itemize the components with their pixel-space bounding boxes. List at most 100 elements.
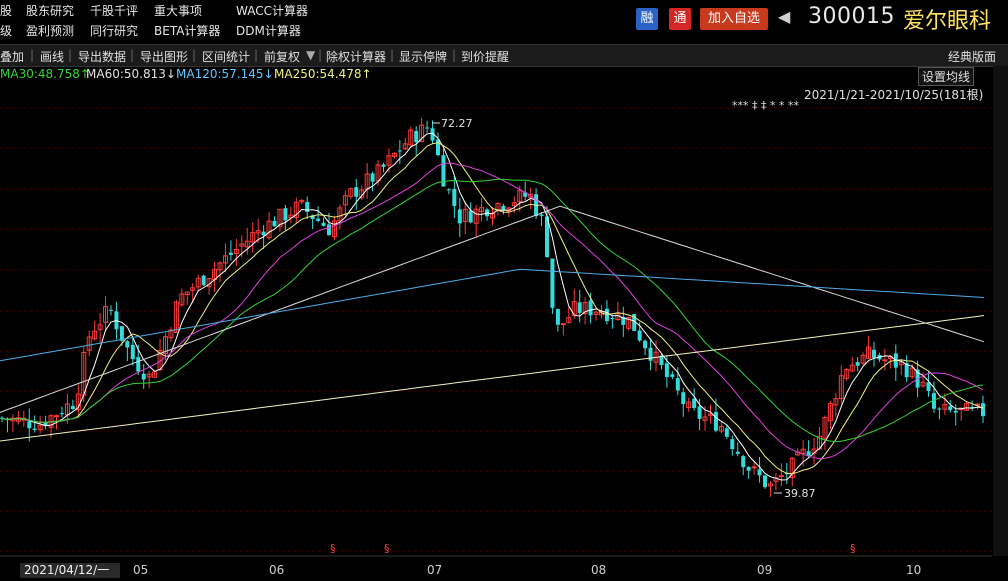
candle-up (337, 207, 343, 222)
candle-down (261, 231, 266, 236)
connect-badge[interactable]: 通 (669, 8, 691, 30)
candle-down (0, 417, 4, 419)
candle-down (545, 216, 549, 258)
back-arrow-icon[interactable]: ◀ (778, 7, 791, 26)
candle-down (327, 224, 331, 236)
candle-up (179, 293, 185, 306)
ma120-label: MA120:57.145↓ (176, 67, 274, 81)
nav-item-reviews[interactable]: 千股千评 (90, 4, 139, 18)
margin-badge[interactable]: 融 (636, 8, 658, 30)
candle-up (15, 417, 21, 422)
candle-up (593, 311, 599, 315)
nav-item-events[interactable]: 重大事项 (154, 4, 203, 18)
candle-up (473, 208, 479, 224)
candle-up (37, 424, 43, 431)
candle-up (103, 306, 109, 323)
candle-down (697, 406, 702, 419)
overlay-button[interactable]: 叠加 (0, 50, 25, 64)
candle-up (86, 336, 92, 351)
candle-down (763, 475, 767, 488)
candle-up (92, 330, 98, 340)
candle-up (849, 364, 855, 372)
nav-item-shareholder[interactable]: 股东研究 (26, 4, 75, 18)
candle-down (632, 314, 637, 331)
candle-down (948, 406, 953, 411)
forward-adjust-button[interactable]: 前复权 (264, 50, 301, 64)
add-watchlist-button[interactable]: 加入自选 (700, 8, 768, 30)
candle-down (643, 340, 648, 349)
candle-up (342, 195, 348, 206)
price-alert-button[interactable]: 到价提醒 (461, 50, 510, 64)
candle-down (604, 308, 609, 322)
candle-down (664, 363, 669, 377)
candle-up (942, 404, 948, 410)
candle-up (233, 249, 239, 255)
candle-down (855, 362, 860, 366)
show-suspension-button[interactable]: 显示停牌 (399, 50, 448, 64)
candle-down (735, 451, 740, 454)
ex-rights-calc-button[interactable]: 除权计算器 (326, 50, 387, 64)
candle-up (173, 301, 179, 334)
candle-up (255, 230, 261, 234)
candle-up (866, 346, 872, 359)
right-scrollbar[interactable] (993, 66, 1008, 556)
candle-down (136, 357, 141, 372)
month-label: 05 (133, 563, 149, 577)
candle-up (244, 240, 250, 248)
export-data-button[interactable]: 导出数据 (78, 50, 127, 64)
candle-up (277, 208, 283, 227)
candle-up (833, 398, 839, 406)
candle-down (648, 347, 653, 361)
candle-down (730, 439, 735, 450)
candle-up (778, 475, 784, 478)
candle-down (70, 405, 75, 409)
candle-up (479, 207, 485, 213)
candle-down (937, 408, 942, 410)
candle-up (882, 359, 888, 362)
candle-up (195, 277, 201, 288)
candle-down (713, 412, 718, 431)
ma30-label: MA30:48.758↑ (0, 67, 90, 81)
candle-up (250, 232, 256, 243)
chevron-down-icon[interactable]: ▼ (306, 48, 316, 62)
month-label: 07 (427, 563, 443, 577)
candle-down (724, 428, 729, 437)
candle-up (920, 381, 926, 387)
ma10-line (1, 142, 984, 475)
candle-up (184, 291, 190, 296)
nav-item-peers[interactable]: 同行研究 (90, 24, 139, 38)
candle-down (670, 374, 675, 377)
ma20-line (1, 162, 984, 460)
candle-up (909, 367, 915, 378)
candle-down (370, 173, 375, 182)
stock-name: 爱尔眼科 (903, 9, 992, 34)
nav-item[interactable]: 股 (0, 4, 13, 18)
candle-up (239, 243, 245, 247)
stock-code: 300015 (808, 4, 895, 29)
nav-item-ddm[interactable]: DDM计算器 (236, 24, 301, 38)
range-stats-button[interactable]: 区间统计 (202, 50, 251, 64)
candle-down (125, 341, 130, 348)
export-image-button[interactable]: 导出图形 (140, 50, 189, 64)
set-ma-button[interactable]: 设置均线 (918, 67, 975, 86)
candle-up (964, 403, 970, 411)
candle-down (436, 139, 440, 156)
candle-down (32, 428, 37, 430)
nav-item-wacc[interactable]: WACC计算器 (236, 4, 308, 18)
candle-down (425, 127, 430, 129)
candle-up (163, 336, 168, 355)
nav-item[interactable]: 级 (0, 24, 13, 38)
event-markers[interactable]: *** ‡ ‡ * * ** (732, 99, 799, 112)
candle-down (130, 344, 135, 360)
ma250-label: MA250:54.478↑ (274, 67, 372, 81)
classic-layout-button[interactable]: 经典版面 (948, 50, 997, 64)
candle-up (898, 361, 904, 366)
candle-down (981, 403, 985, 417)
candle-up (288, 214, 294, 219)
nav-item-forecast[interactable]: 盈利预测 (26, 24, 75, 38)
date-cursor-label: 2021/04/12/一 (20, 563, 120, 578)
nav-item-beta[interactable]: BETA计算器 (154, 24, 221, 38)
candle-down (926, 382, 931, 391)
draw-line-button[interactable]: 画线 (40, 50, 65, 64)
